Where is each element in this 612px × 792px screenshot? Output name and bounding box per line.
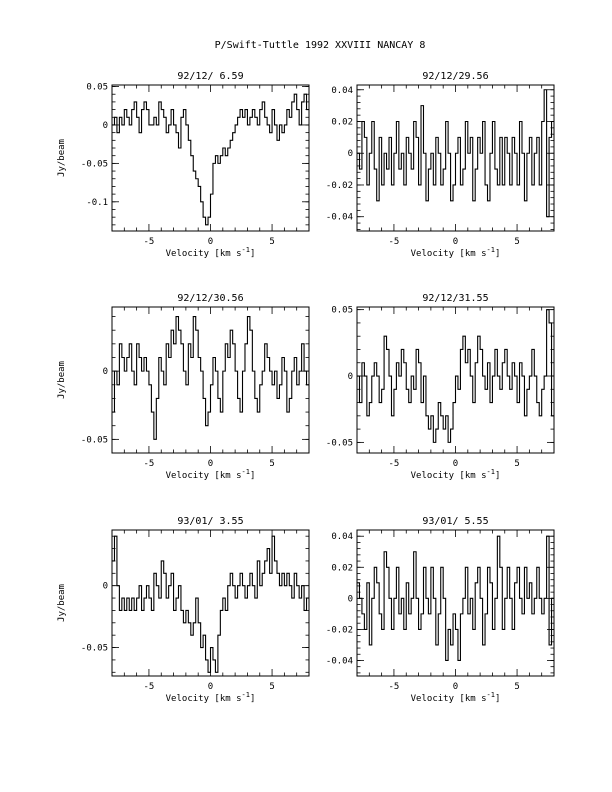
y-tick-label: 0.02 (331, 563, 353, 573)
panel-1: 92/12/ 6.59 -5 0 5 0.05 0 -0.05 -0.1 Velocity [k… (57, 71, 310, 259)
y-tick-label: -0.02 (326, 625, 353, 635)
y-tick-label: -0.05 (81, 159, 108, 169)
y-tick-label: 0.04 (331, 86, 353, 96)
y-axis-label: Jy/beam (57, 139, 67, 177)
panels: 92/12/ 6.59 -5 0 5 0.05 0 -0.05 -0.1 Velocity [k… (57, 71, 555, 704)
y-tick-label: -0.1 (86, 198, 108, 208)
panel-title: 93/01/ 5.55 (422, 516, 488, 527)
x-axis-label: Velocity [km s-1] (166, 246, 256, 259)
spectrum-line (112, 93, 309, 226)
x-tick-label: 0 (453, 682, 458, 692)
y-tick-label: -0.05 (81, 435, 108, 445)
x-tick-label: -5 (389, 459, 400, 469)
x-tick-label: 0 (208, 459, 213, 469)
y-tick-label: 0 (103, 367, 108, 377)
spectrum-line (112, 535, 309, 673)
x-tick-label: -5 (144, 237, 155, 247)
x-tick-label: 0 (208, 682, 213, 692)
y-tick-label: 0 (348, 149, 353, 159)
x-tick-label: 5 (514, 459, 519, 469)
spectrum-line (112, 316, 309, 440)
x-tick-label: 5 (269, 682, 274, 692)
spectrum-line (357, 309, 554, 443)
y-tick-label: 0 (348, 594, 353, 604)
x-tick-label: 5 (269, 459, 274, 469)
x-tick-label: -5 (389, 682, 400, 692)
y-tick-label: 0.05 (331, 306, 353, 316)
panel-6: 93/01/ 5.55 -5 0 5 0.04 0.02 0 -0.02 -0.04 Veloci… (326, 516, 555, 704)
panel-title: 92/12/ 6.59 (177, 71, 243, 82)
panel-4: 92/12/31.55 -5 0 5 0.05 0 -0.05 Velocity [km s-… (326, 293, 555, 481)
y-tick-label: 0.05 (86, 83, 108, 93)
spectrum-line (357, 535, 554, 662)
panel-3: 92/12/30.56 -5 0 5 0 -0.05 Velocity [km s-1] Jy… (57, 293, 310, 481)
panel-title: 93/01/ 3.55 (177, 516, 243, 527)
x-axis-label: Velocity [km s-1] (411, 691, 501, 704)
y-tick-label: -0.05 (81, 644, 108, 654)
y-tick-label: -0.02 (326, 181, 353, 191)
panel-title: 92/12/29.56 (422, 71, 488, 82)
x-tick-label: 0 (453, 237, 458, 247)
x-axis-label: Velocity [km s-1] (411, 468, 501, 481)
y-tick-label: 0 (103, 582, 108, 592)
x-tick-label: -5 (389, 237, 400, 247)
y-tick-label: 0.04 (331, 532, 353, 542)
panel-5: 93/01/ 3.55 -5 0 5 0 -0.05 Velocity [km s-1] Jy… (57, 516, 310, 704)
y-axis-label: Jy/beam (57, 584, 67, 622)
panel-title: 92/12/30.56 (177, 293, 243, 304)
x-axis-label: Velocity [km s-1] (166, 691, 256, 704)
y-tick-label: 0 (103, 121, 108, 131)
x-tick-label: 5 (514, 682, 519, 692)
y-tick-label: 0 (348, 372, 353, 382)
x-tick-label: -5 (144, 459, 155, 469)
panel-2: 92/12/29.56 -5 0 5 0.04 0.02 0 -0.02 -0.04 Veloci… (326, 71, 555, 259)
x-tick-label: 5 (514, 237, 519, 247)
y-tick-label: -0.05 (326, 438, 353, 448)
x-tick-label: -5 (144, 682, 155, 692)
y-tick-label: -0.04 (326, 213, 353, 223)
spectrum-line (357, 89, 554, 218)
x-tick-label: 0 (208, 237, 213, 247)
plot-frame (111, 306, 310, 454)
x-axis-label: Velocity [km s-1] (411, 246, 501, 259)
y-tick-label: -0.04 (326, 656, 353, 666)
y-axis-label: Jy/beam (57, 361, 67, 399)
x-axis-label: Velocity [km s-1] (166, 468, 256, 481)
x-tick-label: 5 (269, 237, 274, 247)
x-tick-label: 0 (453, 459, 458, 469)
page-title: P/Swift-Tuttle 1992 XXVIII NANCAY 8 (215, 40, 426, 51)
panel-title: 92/12/31.55 (422, 293, 488, 304)
y-tick-label: 0.02 (331, 118, 353, 128)
